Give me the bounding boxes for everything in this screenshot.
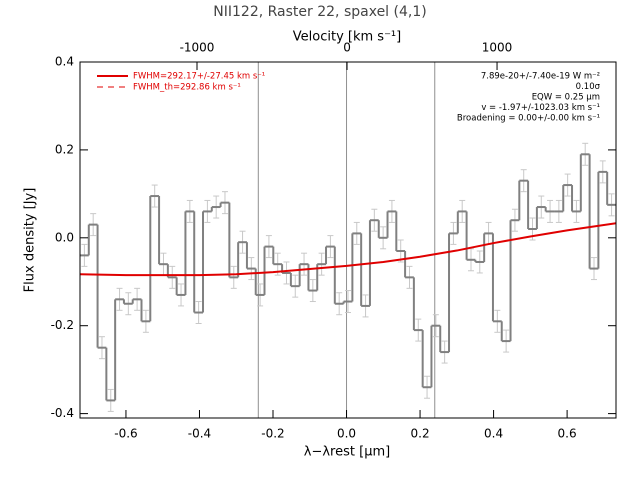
y-axis-label: Flux density [Jy]	[23, 188, 38, 293]
x-tick-label: -0.2	[261, 427, 284, 441]
annotation: v = -1.97+/-1023.03 km s⁻¹	[481, 103, 600, 113]
y-tick-label: 0.0	[55, 230, 74, 244]
y-tick-label: -0.2	[51, 318, 74, 332]
annotation: 7.89e-20+/-7.40e-19 W m⁻²	[481, 72, 600, 82]
annotation: 0.10σ	[576, 82, 601, 92]
x-tick-label: 0.6	[558, 427, 577, 441]
x-tick-label: -0.4	[188, 427, 211, 441]
chart-title: NII122, Raster 22, spaxel (4,1)	[213, 4, 426, 20]
y-tick-label: 0.4	[55, 55, 74, 69]
x-tick-label: 0.0	[337, 427, 356, 441]
x-tick-label: 0.2	[411, 427, 430, 441]
annotation: EQW = 0.25 μm	[532, 93, 600, 103]
legend-label: FWHM=292.17+/-27.45 km s⁻¹	[133, 72, 265, 82]
legend-label: FWHM_th=292.86 km s⁻¹	[133, 83, 241, 93]
x-tick-label: 0.4	[484, 427, 503, 441]
x2-axis-label: Velocity [km s⁻¹]	[293, 30, 401, 45]
x-axis-label: λ−λrest [μm]	[304, 445, 390, 460]
plot-frame	[79, 61, 617, 419]
fit-line	[80, 222, 616, 277]
x2-tick-label: -1000	[180, 41, 215, 55]
plot-area	[80, 62, 616, 418]
x2-tick-label: 1000	[482, 41, 513, 55]
y-tick-label: 0.2	[55, 142, 74, 156]
x-tick-label: -0.6	[114, 427, 137, 441]
x2-tick-label: 0	[343, 41, 351, 55]
y-tick-label: -0.4	[51, 406, 74, 420]
annotation: Broadening = 0.00+/-0.00 km s⁻¹	[457, 114, 600, 124]
